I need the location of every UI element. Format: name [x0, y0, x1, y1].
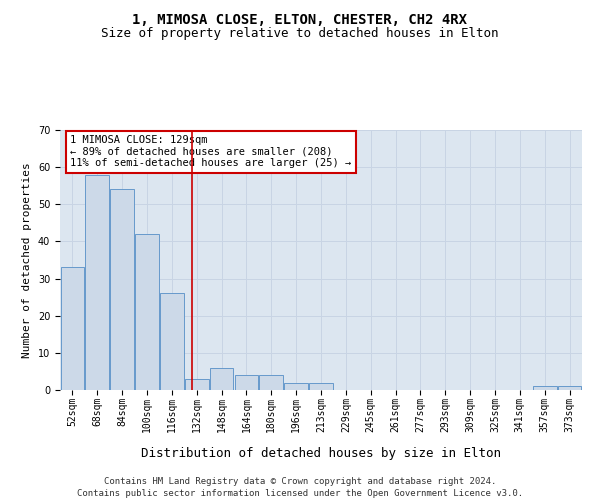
Text: 1 MIMOSA CLOSE: 129sqm
← 89% of detached houses are smaller (208)
11% of semi-de: 1 MIMOSA CLOSE: 129sqm ← 89% of detached…: [70, 135, 352, 168]
Bar: [210, 368, 233, 390]
Bar: [259, 375, 283, 390]
Bar: [533, 386, 557, 390]
Y-axis label: Number of detached properties: Number of detached properties: [22, 162, 32, 358]
Text: Contains HM Land Registry data © Crown copyright and database right 2024.: Contains HM Land Registry data © Crown c…: [104, 478, 496, 486]
Bar: [61, 268, 84, 390]
Bar: [85, 174, 109, 390]
Text: Distribution of detached houses by size in Elton: Distribution of detached houses by size …: [141, 448, 501, 460]
Bar: [135, 234, 159, 390]
Bar: [110, 190, 134, 390]
Bar: [235, 375, 258, 390]
Bar: [185, 379, 209, 390]
Text: Size of property relative to detached houses in Elton: Size of property relative to detached ho…: [101, 28, 499, 40]
Text: 1, MIMOSA CLOSE, ELTON, CHESTER, CH2 4RX: 1, MIMOSA CLOSE, ELTON, CHESTER, CH2 4RX: [133, 12, 467, 26]
Bar: [284, 382, 308, 390]
Text: Contains public sector information licensed under the Open Government Licence v3: Contains public sector information licen…: [77, 489, 523, 498]
Bar: [309, 382, 333, 390]
Bar: [558, 386, 581, 390]
Bar: [160, 294, 184, 390]
